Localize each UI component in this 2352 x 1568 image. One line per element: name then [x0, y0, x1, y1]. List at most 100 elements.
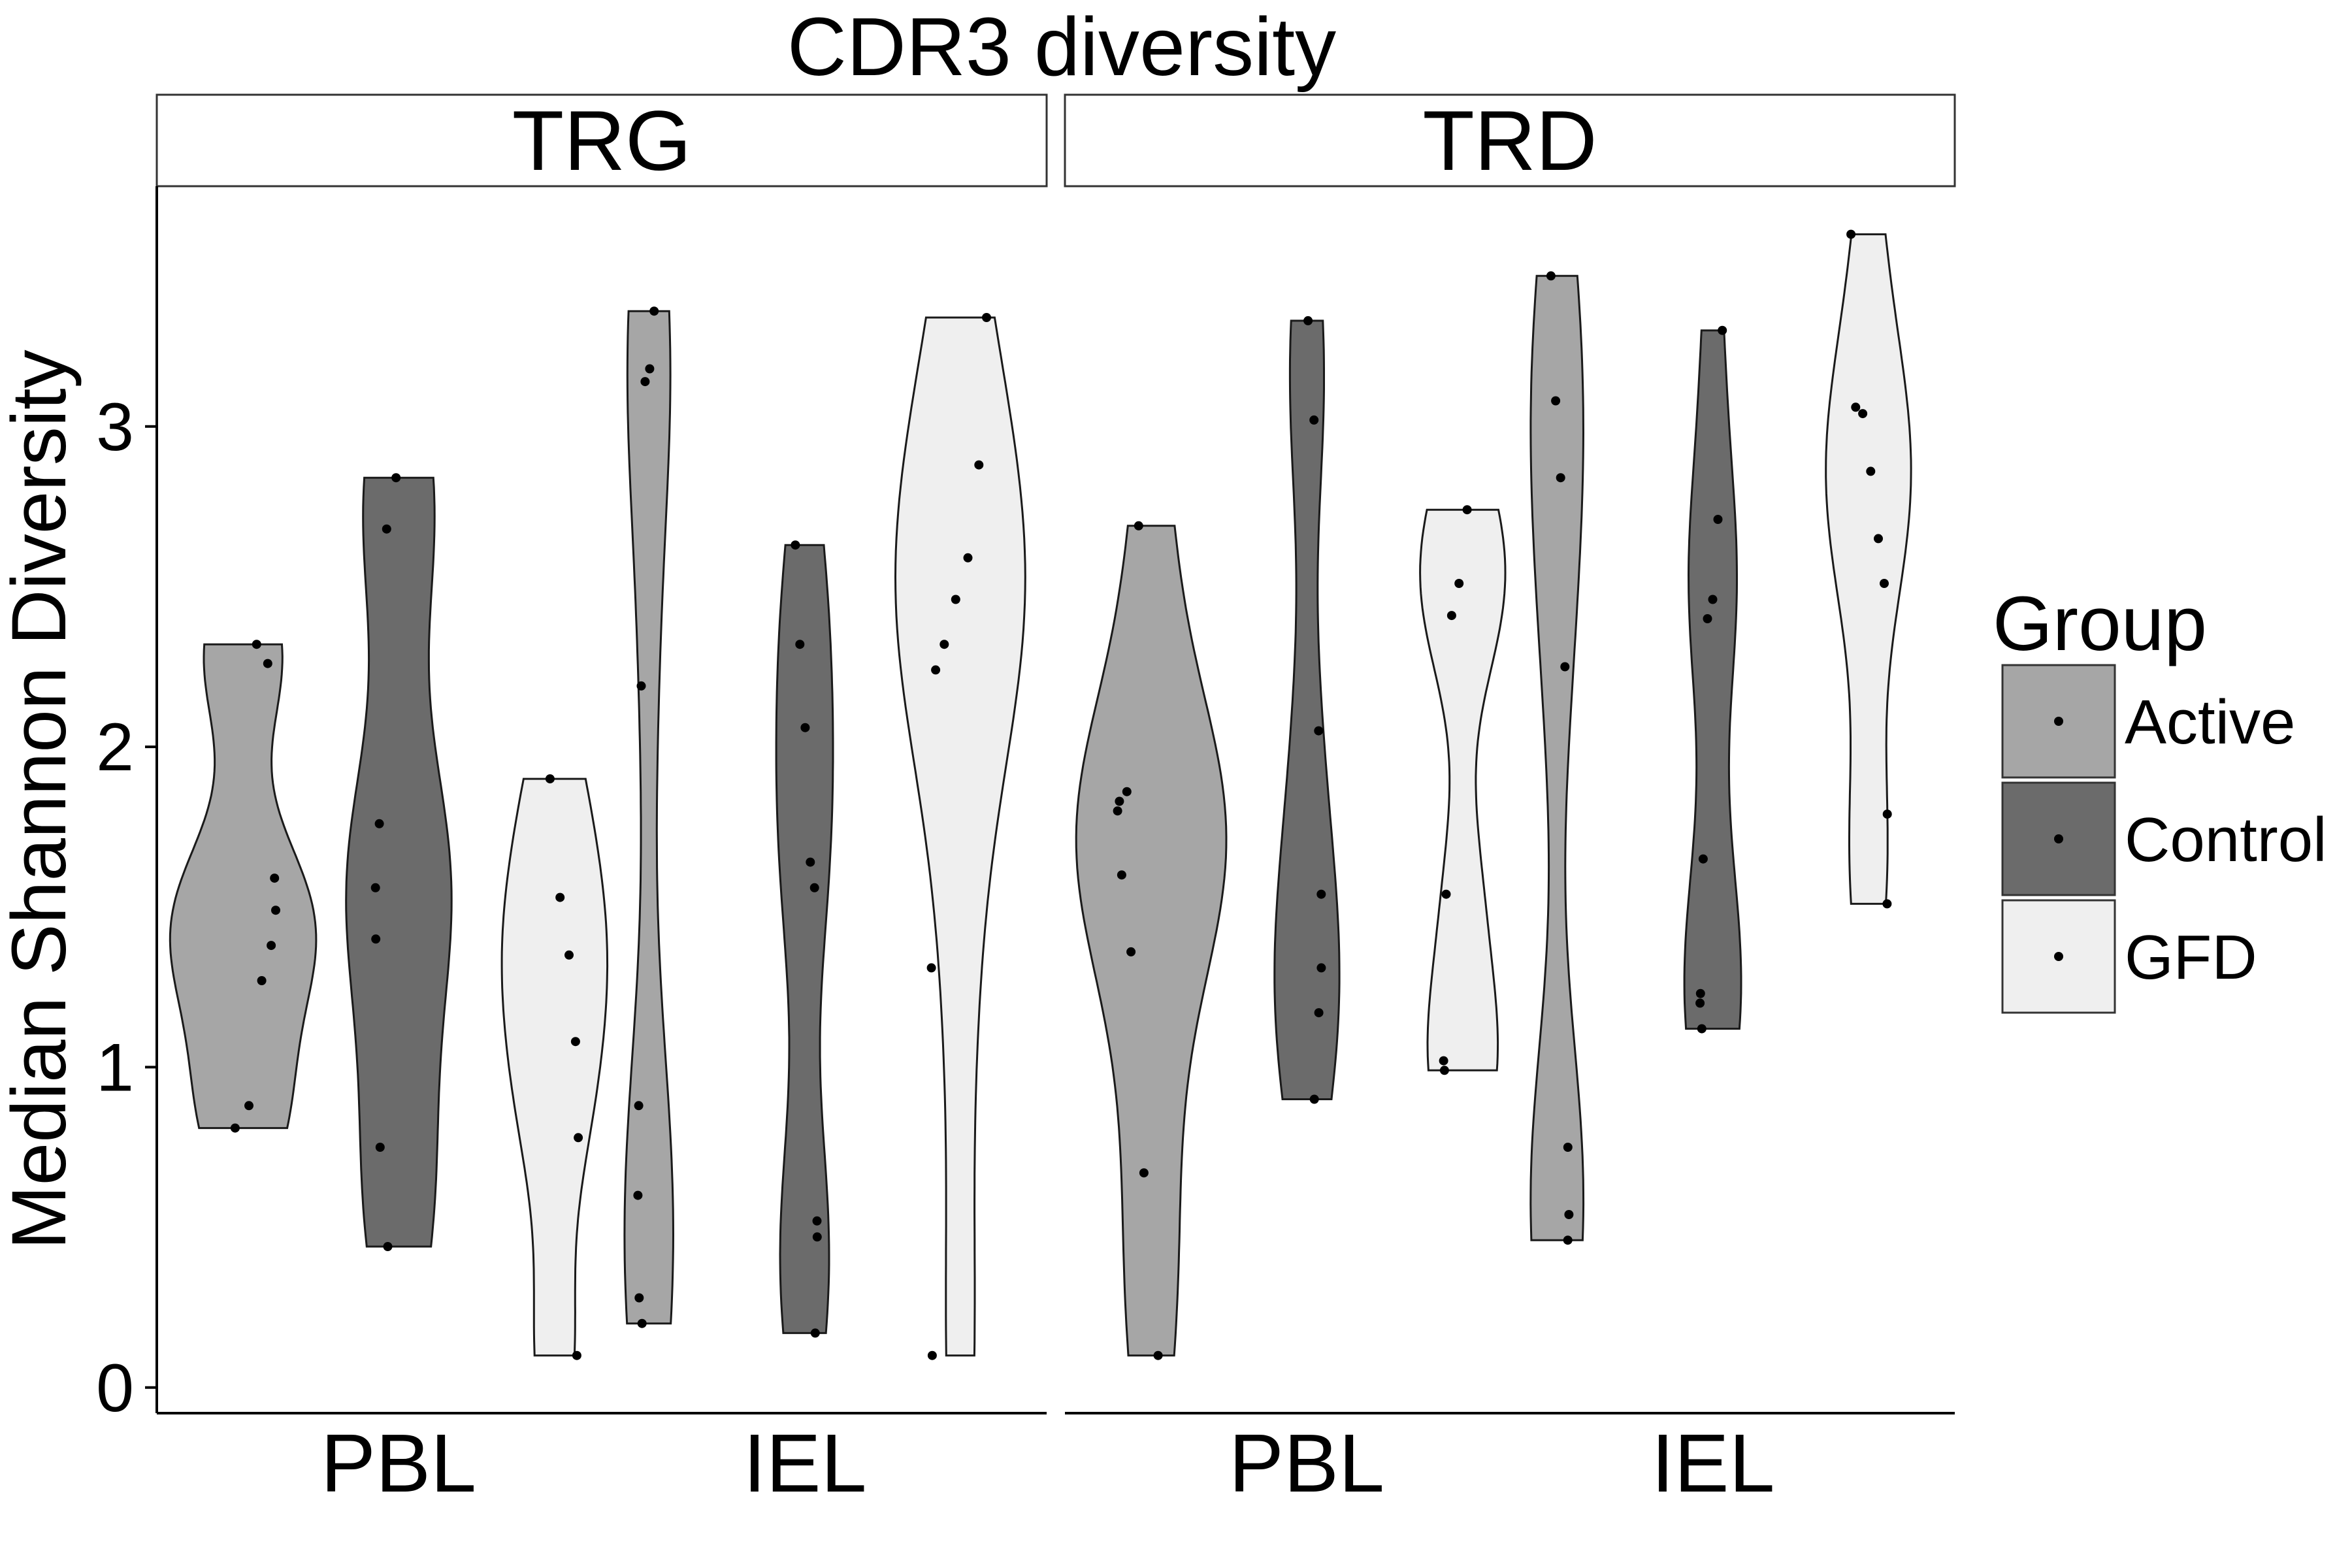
data-point	[1563, 1235, 1573, 1245]
data-point	[1563, 1143, 1573, 1152]
violin-trd-pbl-gfd	[1419, 508, 1507, 1071]
data-point	[545, 774, 555, 784]
data-point	[791, 540, 800, 550]
data-point	[1697, 1024, 1707, 1034]
data-point	[809, 883, 819, 892]
data-point	[1698, 854, 1708, 864]
data-point	[263, 659, 272, 668]
data-point	[806, 857, 815, 867]
data-point	[1153, 1350, 1163, 1360]
strip-label-trd: TRD	[1422, 93, 1597, 188]
data-point	[951, 595, 960, 604]
data-point	[267, 941, 276, 951]
data-point	[637, 1318, 647, 1328]
y-tick-label: 3	[96, 389, 134, 465]
data-point	[1439, 1056, 1448, 1066]
data-point	[812, 1232, 822, 1242]
x-tick-label-pbl-trg: PBL	[321, 1417, 476, 1509]
data-point	[800, 723, 810, 732]
data-point	[1439, 1066, 1449, 1075]
data-point	[1695, 998, 1705, 1008]
data-point	[1314, 726, 1324, 736]
data-point	[252, 640, 261, 649]
data-point	[1303, 316, 1313, 325]
violin-trg-pbl-control	[345, 476, 453, 1248]
violin-trd-pbl-active	[1075, 525, 1228, 1357]
y-tick-label: 0	[96, 1350, 134, 1426]
data-point	[271, 906, 280, 915]
data-point	[1126, 947, 1136, 956]
data-point	[1139, 1168, 1149, 1178]
data-point	[1708, 595, 1718, 604]
data-point	[383, 1242, 393, 1251]
violin-trd-pbl-control	[1273, 319, 1341, 1100]
y-tick-label: 2	[96, 710, 134, 785]
data-point	[982, 313, 991, 322]
panel-trg	[169, 306, 1026, 1360]
data-point	[1874, 534, 1883, 544]
data-point	[1441, 889, 1451, 899]
data-point	[1314, 1008, 1324, 1018]
data-point	[570, 1037, 580, 1047]
data-point	[555, 892, 565, 902]
violin-trg-iel-control	[775, 544, 834, 1334]
legend-label-active: Active	[2125, 687, 2295, 757]
data-point	[371, 934, 381, 944]
data-point	[1546, 271, 1556, 281]
legend-key-point	[2054, 834, 2063, 843]
x-tick-label-pbl-trd: PBL	[1229, 1417, 1384, 1509]
data-point	[812, 1216, 822, 1226]
violin-trg-iel-active	[623, 310, 675, 1325]
data-point	[795, 640, 805, 649]
legend-key-point	[2054, 717, 2063, 726]
legend-title: Group	[1993, 581, 2207, 667]
x-tick-label-iel-trg: IEL	[743, 1417, 866, 1509]
data-point	[636, 681, 646, 691]
data-point	[1113, 806, 1122, 816]
legend-label-gfd: GFD	[2125, 923, 2257, 992]
violin-trg-iel-gfd	[894, 316, 1026, 1357]
data-point	[1316, 963, 1326, 973]
data-point	[382, 524, 391, 534]
data-point	[1560, 662, 1570, 672]
data-point	[370, 883, 380, 892]
strip-box-trd	[1064, 93, 1956, 188]
data-point	[634, 1293, 644, 1303]
data-point	[230, 1123, 240, 1133]
data-point	[1134, 521, 1143, 531]
violin-trd-iel-gfd	[1825, 233, 1912, 905]
data-point	[963, 553, 973, 563]
data-point	[1880, 579, 1889, 588]
strip-label-trg: TRG	[512, 93, 691, 188]
y-axis-title: Median Shannon Diversity	[0, 350, 82, 1249]
data-point	[1851, 402, 1861, 412]
legend-key-point	[2054, 952, 2063, 961]
violin-trd-iel-active	[1529, 274, 1585, 1241]
data-point	[1122, 787, 1132, 796]
data-point	[1858, 409, 1868, 419]
data-point	[1309, 415, 1319, 425]
data-point	[391, 473, 401, 483]
violin-trg-pbl-gfd	[500, 777, 609, 1357]
data-point	[1846, 229, 1856, 239]
data-point	[375, 1143, 385, 1152]
data-point	[572, 1350, 581, 1360]
data-point	[270, 874, 280, 883]
data-point	[1882, 809, 1892, 819]
data-point	[1556, 473, 1565, 483]
data-point	[1316, 889, 1326, 899]
legend-label-control: Control	[2125, 805, 2327, 875]
data-point	[1564, 1210, 1574, 1219]
data-point	[1695, 988, 1705, 998]
data-point	[939, 640, 949, 649]
y-tick-label: 1	[96, 1030, 134, 1105]
data-point	[634, 1101, 644, 1111]
legend: Active Control GFD	[2001, 664, 2327, 1014]
data-point	[1718, 325, 1727, 335]
data-point	[244, 1101, 253, 1111]
data-point	[645, 364, 655, 374]
data-point	[1713, 515, 1723, 524]
violin-trd-iel-control	[1683, 329, 1742, 1030]
data-point	[633, 1190, 643, 1200]
